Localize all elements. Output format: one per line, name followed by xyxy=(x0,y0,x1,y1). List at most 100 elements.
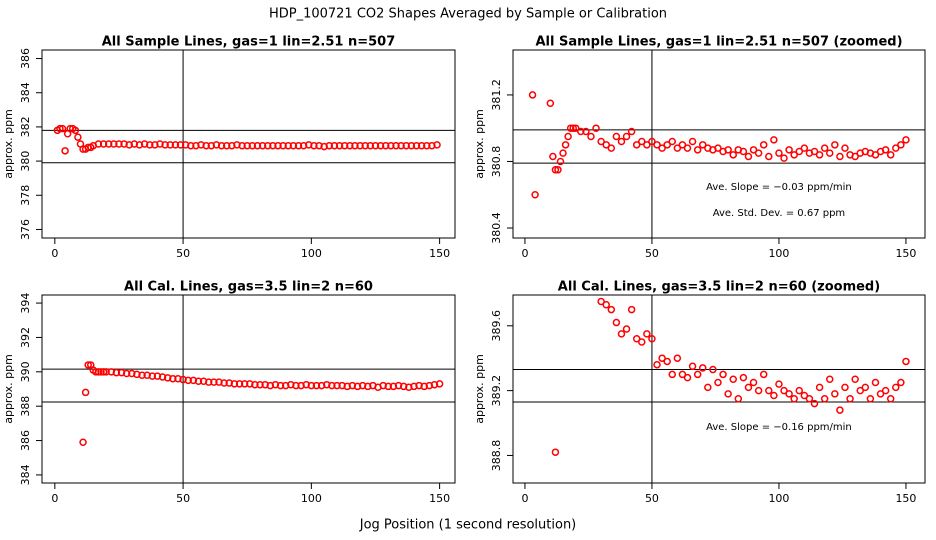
point xyxy=(161,141,169,149)
point xyxy=(531,190,539,199)
point xyxy=(810,399,819,408)
point xyxy=(281,381,290,390)
point xyxy=(592,124,600,132)
point xyxy=(235,380,244,388)
point xyxy=(217,141,226,150)
point xyxy=(744,383,753,392)
point xyxy=(397,141,405,150)
point xyxy=(602,300,610,309)
point xyxy=(546,99,555,107)
point xyxy=(663,141,671,149)
point xyxy=(210,378,218,386)
point xyxy=(392,141,400,150)
point xyxy=(238,141,246,150)
point xyxy=(399,382,408,391)
point xyxy=(112,368,121,377)
point xyxy=(343,382,352,391)
point xyxy=(688,362,697,371)
point xyxy=(138,371,146,380)
point xyxy=(678,370,687,379)
point xyxy=(261,380,269,389)
point xyxy=(179,375,187,384)
point xyxy=(94,140,103,148)
point xyxy=(256,380,264,389)
point xyxy=(84,361,92,369)
point xyxy=(881,146,890,154)
point xyxy=(328,381,336,390)
point xyxy=(279,141,287,150)
point xyxy=(841,144,849,152)
point xyxy=(189,376,198,385)
point xyxy=(292,381,300,390)
point xyxy=(780,386,788,395)
point xyxy=(785,146,793,154)
x-tick-label: 150 xyxy=(895,247,916,260)
point xyxy=(551,448,560,456)
point xyxy=(307,381,316,390)
point xyxy=(294,141,303,150)
point xyxy=(607,144,616,152)
point xyxy=(379,381,387,390)
point xyxy=(212,141,221,149)
point xyxy=(94,368,103,376)
point xyxy=(233,141,241,149)
point xyxy=(364,382,372,391)
point xyxy=(729,375,737,384)
x-tick-label: 100 xyxy=(768,492,789,505)
y-axis-label: approx. ppm xyxy=(473,109,486,179)
point xyxy=(325,141,334,150)
point xyxy=(881,386,890,395)
point xyxy=(102,368,110,376)
point xyxy=(658,354,666,362)
point xyxy=(622,132,631,141)
point xyxy=(394,381,403,390)
point xyxy=(197,141,205,149)
point xyxy=(61,147,69,155)
x-tick-label: 150 xyxy=(429,247,450,260)
point xyxy=(128,369,136,378)
point xyxy=(104,140,113,148)
point xyxy=(166,141,175,149)
point xyxy=(338,381,346,390)
point xyxy=(564,132,572,141)
point xyxy=(99,368,108,376)
point xyxy=(846,394,854,403)
point xyxy=(559,149,567,157)
point xyxy=(305,141,313,149)
point xyxy=(420,382,428,391)
point xyxy=(58,124,67,133)
chart-title: All Sample Lines, gas=1 lin=2.51 n=507 (… xyxy=(535,35,902,50)
point xyxy=(663,357,671,366)
point xyxy=(825,375,834,384)
point xyxy=(251,380,259,389)
x-axis-label: Jog Position (1 second resolution) xyxy=(359,518,577,533)
point xyxy=(632,335,641,343)
point xyxy=(253,141,262,150)
point xyxy=(724,146,732,154)
point xyxy=(805,394,814,403)
point xyxy=(310,141,318,150)
point xyxy=(836,406,844,414)
point xyxy=(220,379,228,387)
point xyxy=(765,152,773,161)
point xyxy=(739,373,748,382)
point xyxy=(587,132,595,141)
point xyxy=(709,365,717,374)
x-tick-label: 100 xyxy=(301,247,322,260)
point xyxy=(704,383,712,392)
point xyxy=(276,381,285,390)
point xyxy=(775,380,783,388)
point xyxy=(754,149,763,157)
point xyxy=(866,394,875,403)
point xyxy=(258,141,267,150)
point xyxy=(207,141,216,150)
point xyxy=(551,166,560,174)
point xyxy=(194,377,203,386)
x-tick-label: 0 xyxy=(51,492,58,505)
plot-frame xyxy=(512,49,926,239)
x-tick-label: 0 xyxy=(521,492,528,505)
point xyxy=(202,141,210,150)
point xyxy=(765,386,773,395)
y-tick-label: 376 xyxy=(19,219,32,240)
point xyxy=(734,394,743,403)
